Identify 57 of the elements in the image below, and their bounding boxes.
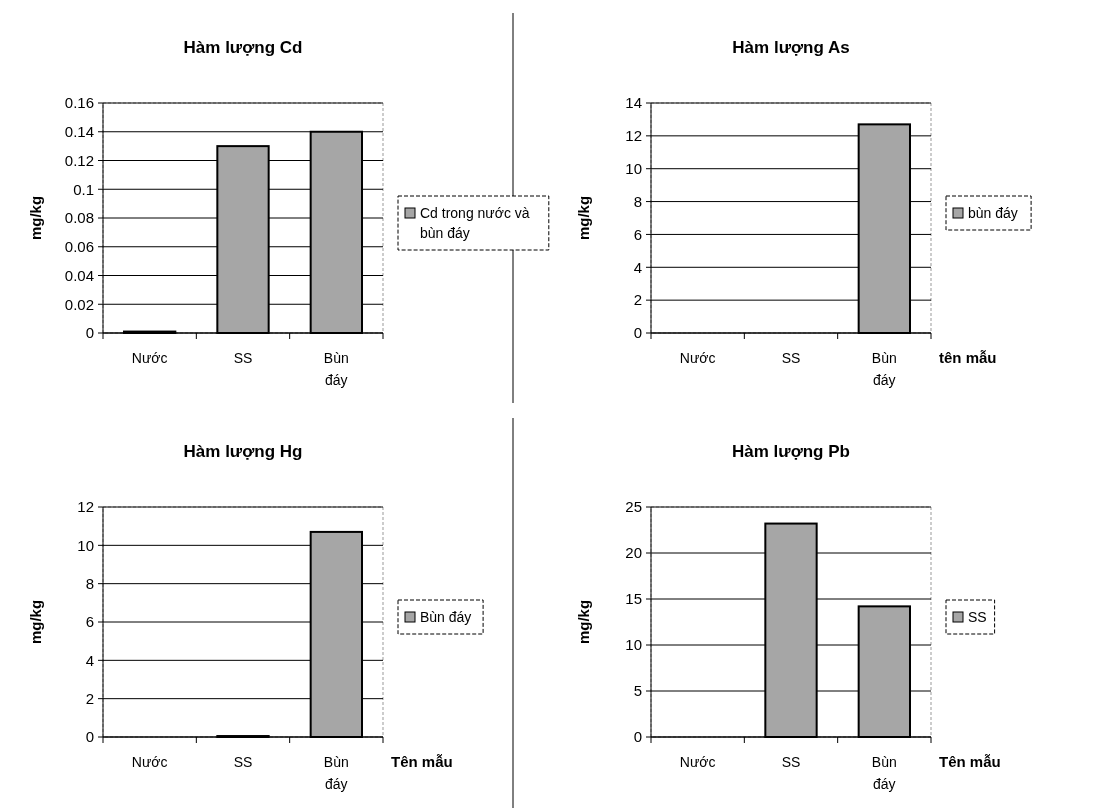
y-tick-label: 0.16 [64,94,94,112]
y-tick-label: 4 [85,651,94,669]
x-axis-title: Tên mẫu [391,753,453,770]
y-tick-label: 8 [633,192,642,210]
legend-label: Bùn đáy [420,609,472,625]
y-tick-label: 0.08 [64,209,94,227]
x-tick-label: SS [781,350,801,366]
y-tick-label: 15 [625,590,642,608]
y-tick-label: 0.12 [64,151,94,169]
y-axis-title: mg/kg [575,195,592,241]
legend-label: SS [968,609,987,625]
y-tick-label: 0.1 [73,180,94,198]
y-tick-label: 0.06 [64,238,94,255]
x-tick-label: SS [233,754,253,770]
x-tick-label: Bùn đáy [871,754,897,792]
x-tick-label: SS [781,754,801,770]
x-axis-title: tên mẫu [939,349,997,366]
y-tick-label: 8 [85,574,94,592]
x-tick-label: Nước [131,754,168,770]
x-axis-title: Tên mẫu [939,753,1001,770]
y-axis-title: mg/kg [27,195,44,241]
y-tick-label: 10 [625,159,642,177]
y-tick-label: 20 [625,544,642,562]
y-tick-label: 0 [633,324,642,342]
chart-title: Hàm lượng As [732,38,850,57]
y-tick-label: 2 [633,291,642,309]
y-tick-label: 0 [85,324,94,342]
y-tick-label: 10 [77,536,94,554]
y-tick-label: 25 [625,498,642,516]
y-tick-label: 12 [625,127,642,145]
x-tick-label: Bùn đáy [871,350,897,388]
legend-label: bùn đáy [968,205,1018,221]
x-tick-label: Nước [131,350,168,366]
y-tick-label: 12 [77,498,94,516]
y-tick-label: 0 [85,728,94,746]
x-tick-label: Bùn đáy [323,754,349,792]
y-tick-label: 6 [85,613,94,631]
x-tick-label: Nước [679,754,716,770]
chart-title: Hàm lượng Pb [732,442,850,461]
x-tick-label: Bùn đáy [323,350,349,388]
y-tick-label: 14 [625,94,642,112]
y-tick-label: 5 [633,682,642,700]
y-tick-label: 0 [633,728,642,746]
y-axis-title: mg/kg [27,599,44,645]
y-tick-label: 0.14 [64,123,94,140]
y-axis-title: mg/kg [575,599,592,645]
chart-title: Hàm lượng Hg [183,442,303,461]
x-tick-label: SS [233,350,253,366]
legend-label: Cd trong nước và bùn đáy [420,205,530,241]
chart-title: Hàm lượng Cd [183,38,303,57]
x-tick-label: Nước [679,350,716,366]
y-tick-label: 0.04 [64,266,94,284]
y-tick-label: 4 [633,258,642,276]
y-tick-label: 10 [625,636,642,654]
y-tick-label: 2 [85,689,94,707]
y-tick-label: 0.02 [64,295,94,313]
y-tick-label: 6 [633,225,642,243]
